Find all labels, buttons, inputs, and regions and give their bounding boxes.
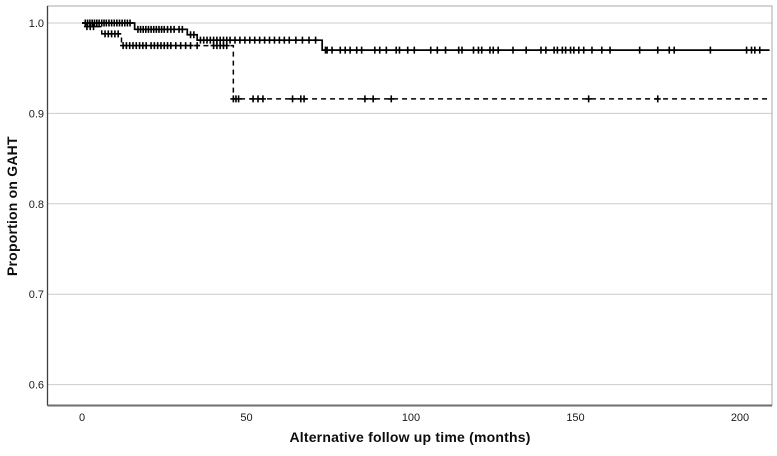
censor-marks-dashed bbox=[83, 23, 661, 103]
y-tick-label: 1.0 bbox=[29, 18, 44, 30]
y-tick-label: 0.7 bbox=[29, 289, 44, 301]
y-axis-title: Proportion on GAHT bbox=[4, 136, 20, 276]
x-tick-label: 200 bbox=[731, 412, 749, 424]
x-axis-title: Alternative follow up time (months) bbox=[289, 429, 531, 445]
x-tick-label: 100 bbox=[402, 412, 420, 424]
x-tick-label: 50 bbox=[240, 412, 252, 424]
y-tick-label: 0.9 bbox=[29, 108, 44, 120]
x-tick-label: 150 bbox=[566, 412, 584, 424]
x-tick-label: 0 bbox=[79, 412, 85, 424]
y-tick-label: 0.6 bbox=[29, 380, 44, 392]
y-tick-label: 0.8 bbox=[29, 199, 44, 211]
